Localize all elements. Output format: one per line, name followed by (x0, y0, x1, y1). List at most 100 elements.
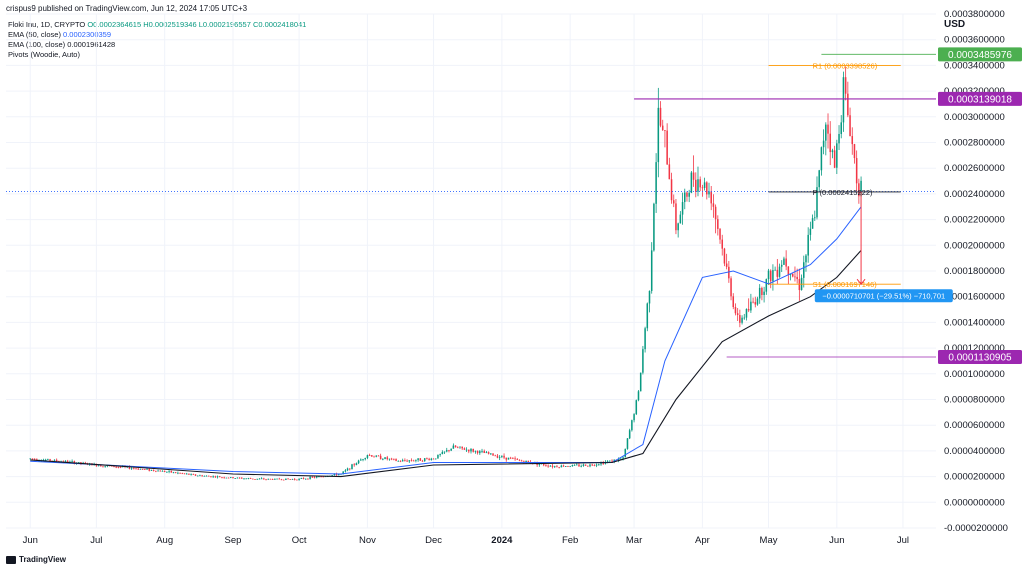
candle-body (263, 478, 265, 480)
x-tick-label: May (760, 535, 778, 546)
published-by: crispus9 published on TradingView.com, J… (6, 4, 248, 13)
candle-body (679, 214, 682, 224)
candle-body (778, 266, 781, 277)
candle-body (190, 474, 192, 475)
candle-body (498, 456, 501, 458)
legend-ema50-label: EMA (50, close) (8, 30, 61, 39)
candle-body (137, 468, 139, 470)
legend-pivots-row[interactable]: Pivots (Woodie, Auto) (8, 50, 306, 60)
candle-body (170, 470, 173, 473)
candle-body (99, 465, 102, 467)
candle-body (626, 438, 629, 449)
candle-body (741, 317, 743, 323)
candle-body (591, 464, 593, 466)
candle-body (450, 448, 452, 451)
candle-body (617, 458, 620, 461)
candle-body (622, 457, 624, 459)
candle-body (311, 476, 314, 478)
candle-body (838, 133, 840, 144)
candle-body (567, 466, 569, 467)
candle-body (785, 258, 787, 267)
candle-body (490, 453, 492, 455)
y-tick-label: 0.0001800000 (944, 266, 1005, 277)
candle-body (827, 124, 829, 134)
candle-body (580, 465, 582, 467)
candle-body (844, 77, 847, 94)
candle-body (631, 420, 633, 431)
candle-body (492, 453, 494, 456)
candle-body (225, 477, 228, 479)
candle-body (307, 478, 309, 480)
candle-body (115, 466, 117, 468)
y-tick-label: 0.0003600000 (944, 35, 1005, 46)
candle-body (404, 460, 406, 461)
candle-body (494, 455, 497, 457)
candle-body (593, 465, 596, 466)
candle-body (412, 460, 415, 462)
candle-body (699, 179, 701, 188)
x-tick-label: 2024 (491, 535, 513, 546)
candle-body (681, 202, 684, 215)
currency-label[interactable]: USD (944, 19, 966, 30)
candle-body (829, 133, 831, 153)
candle-body (399, 460, 402, 462)
candle-body (769, 270, 772, 282)
candle-body (858, 183, 860, 197)
candle-body (595, 464, 598, 466)
legend-ema50-row[interactable]: EMA (50, close) 0.0002300359 (8, 30, 306, 40)
candle-body (807, 234, 809, 256)
candle-body (276, 478, 278, 480)
candle-body (278, 478, 281, 480)
x-tick-label: Jul (897, 535, 909, 546)
candle-body (298, 478, 300, 481)
price-label-text: 0.0001130905 (948, 352, 1012, 363)
candle-body (639, 372, 642, 392)
candle-body (401, 460, 404, 462)
candle-body (646, 303, 649, 329)
candle-body (441, 451, 444, 455)
candle-body (293, 479, 296, 480)
x-tick-label: Feb (562, 535, 578, 546)
candle-body (501, 455, 503, 457)
candle-body (77, 462, 80, 464)
candle-body (313, 477, 316, 479)
y-tick-label: 0.0002400000 (944, 189, 1005, 200)
candle-body (214, 476, 217, 478)
candle-body (803, 262, 805, 278)
candle-body (192, 474, 195, 475)
candle-body (761, 287, 763, 296)
candle-body (417, 458, 419, 461)
candle-body (518, 459, 521, 461)
candle-body (152, 469, 155, 471)
legend-ema100-row[interactable]: EMA (100, close) 0.0001961428 (8, 40, 306, 50)
candle-body (71, 461, 73, 462)
candle-body (304, 478, 307, 480)
candle-body (199, 475, 201, 477)
candle-body (349, 468, 351, 470)
candle-body (752, 301, 754, 303)
candle-body (280, 479, 283, 481)
candle-body (135, 468, 137, 470)
candle-body (725, 263, 728, 267)
candle-body (723, 248, 726, 264)
tradingview-brand[interactable]: TradingView (6, 555, 66, 564)
candle-body (569, 466, 571, 468)
candle-body (553, 466, 556, 468)
x-tick-label: Dec (425, 535, 442, 546)
candle-body (706, 182, 708, 195)
measure-box (814, 289, 953, 303)
legend-ohlc-row: Floki Inu, 1D, CRYPTO O0.0002364615 H0.0… (8, 20, 306, 30)
candle-body (241, 477, 243, 479)
candle-body (366, 455, 369, 459)
candle-body (820, 147, 823, 171)
x-tick-label: Oct (292, 535, 307, 546)
candle-body (355, 463, 358, 466)
candle-body (260, 478, 263, 480)
candle-body (562, 465, 565, 467)
candle-body (791, 273, 794, 277)
candle-body (437, 454, 439, 459)
candle-body (825, 124, 827, 141)
legend-symbol[interactable]: Floki Inu, 1D, CRYPTO (8, 20, 86, 29)
candle-body (730, 278, 732, 297)
